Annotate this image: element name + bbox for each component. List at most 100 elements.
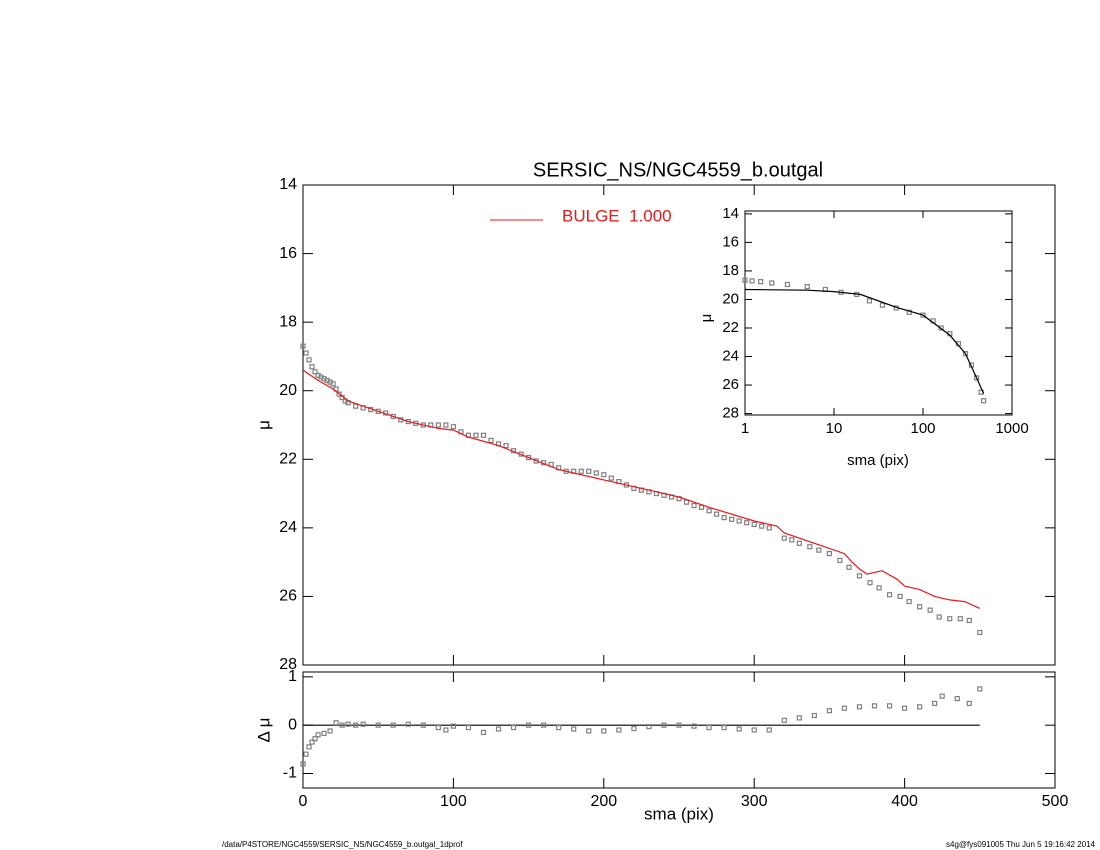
data-point [631,725,637,732]
data-point [804,284,810,290]
data-point [495,726,502,732]
data-point [306,357,312,363]
data-point [742,277,748,283]
data-point [556,724,562,731]
data-point [977,686,983,692]
data-point [721,514,727,521]
data-point [901,705,908,711]
legend-label: BULGE 1.000 [562,206,672,225]
data-point [353,403,359,409]
data-point [927,607,933,613]
data-point [736,518,742,524]
data-point [837,557,843,564]
y-tick-label: 14 [279,176,297,193]
data-point [601,728,607,734]
x-tick-label: 200 [590,793,617,810]
data-point [816,547,822,553]
data-point [303,350,309,356]
y-tick-label: 22 [279,451,297,468]
x-tick-label: 10 [826,420,843,437]
data-point [736,726,742,732]
y-tick-label: 26 [722,376,739,393]
data-point [966,700,972,707]
data-point [309,739,315,745]
data-point [586,728,592,734]
data-point [691,723,697,729]
data-point [866,298,873,304]
data-point [661,722,667,728]
data-point [886,592,893,598]
y-tick-label: 16 [722,233,739,250]
data-point [729,516,735,522]
y-tick-label: -1 [283,765,297,782]
data-point [593,470,599,476]
data-point [390,722,396,728]
x-tick-label: 500 [1042,793,1069,810]
plot-frame [302,184,1056,666]
data-point [766,525,772,531]
data-point [938,325,944,331]
y-tick-label: 16 [279,245,297,262]
data-point [525,454,532,461]
data-point [826,708,833,714]
data-point [939,693,945,699]
data-point [473,432,479,438]
y-axis-label: Δ μ [254,718,273,743]
data-point [826,550,833,557]
x-tick-label: 300 [741,793,768,810]
y-tick-label: 18 [722,262,739,279]
y-tick-label: 26 [279,588,297,605]
data-point [721,724,727,731]
data-point [796,715,802,721]
data-point [706,508,712,514]
data-point [769,280,775,286]
data-point [906,598,912,605]
data-point [375,722,381,728]
y-axis-label: μ [698,314,715,323]
data-point [962,351,969,357]
data-point [751,727,757,733]
y-tick-label: 28 [722,405,739,422]
data-point [586,468,592,474]
data-point [390,413,396,420]
data-point [706,724,712,731]
data-point [646,724,652,730]
data-point [932,700,938,707]
chart-title: SERSIC_NS/NGC4559_b.outgal [533,159,823,181]
data-point [973,375,980,381]
data-point [443,422,449,428]
data-point [525,722,532,728]
data-point [846,564,852,570]
data-point [796,540,802,546]
data-point [336,391,342,397]
data-point [917,604,923,610]
data-point [981,398,987,404]
data-point [306,744,312,750]
data-point [691,502,697,509]
data-point [315,732,321,738]
y-tick-label: 0 [288,716,297,733]
data-point [781,535,787,541]
data-point [957,616,963,622]
y-tick-label: 24 [279,519,297,536]
data-point [465,724,472,731]
y-tick-label: 14 [722,205,739,222]
data-point [300,761,306,767]
data-point [936,614,942,620]
data-point [947,616,953,622]
data-point [867,580,873,586]
data-point [897,593,903,600]
x-tick-label: 100 [440,793,467,810]
data-point [954,695,960,702]
data-point [435,422,441,428]
data-point [698,504,705,510]
data-point [784,281,791,288]
data-point [345,721,351,727]
y-axis-label: μ [254,420,273,430]
y-tick-label: 20 [722,290,739,307]
data-point [443,727,449,733]
data-point [541,722,547,728]
series-line [302,369,981,609]
data-point [886,703,893,709]
